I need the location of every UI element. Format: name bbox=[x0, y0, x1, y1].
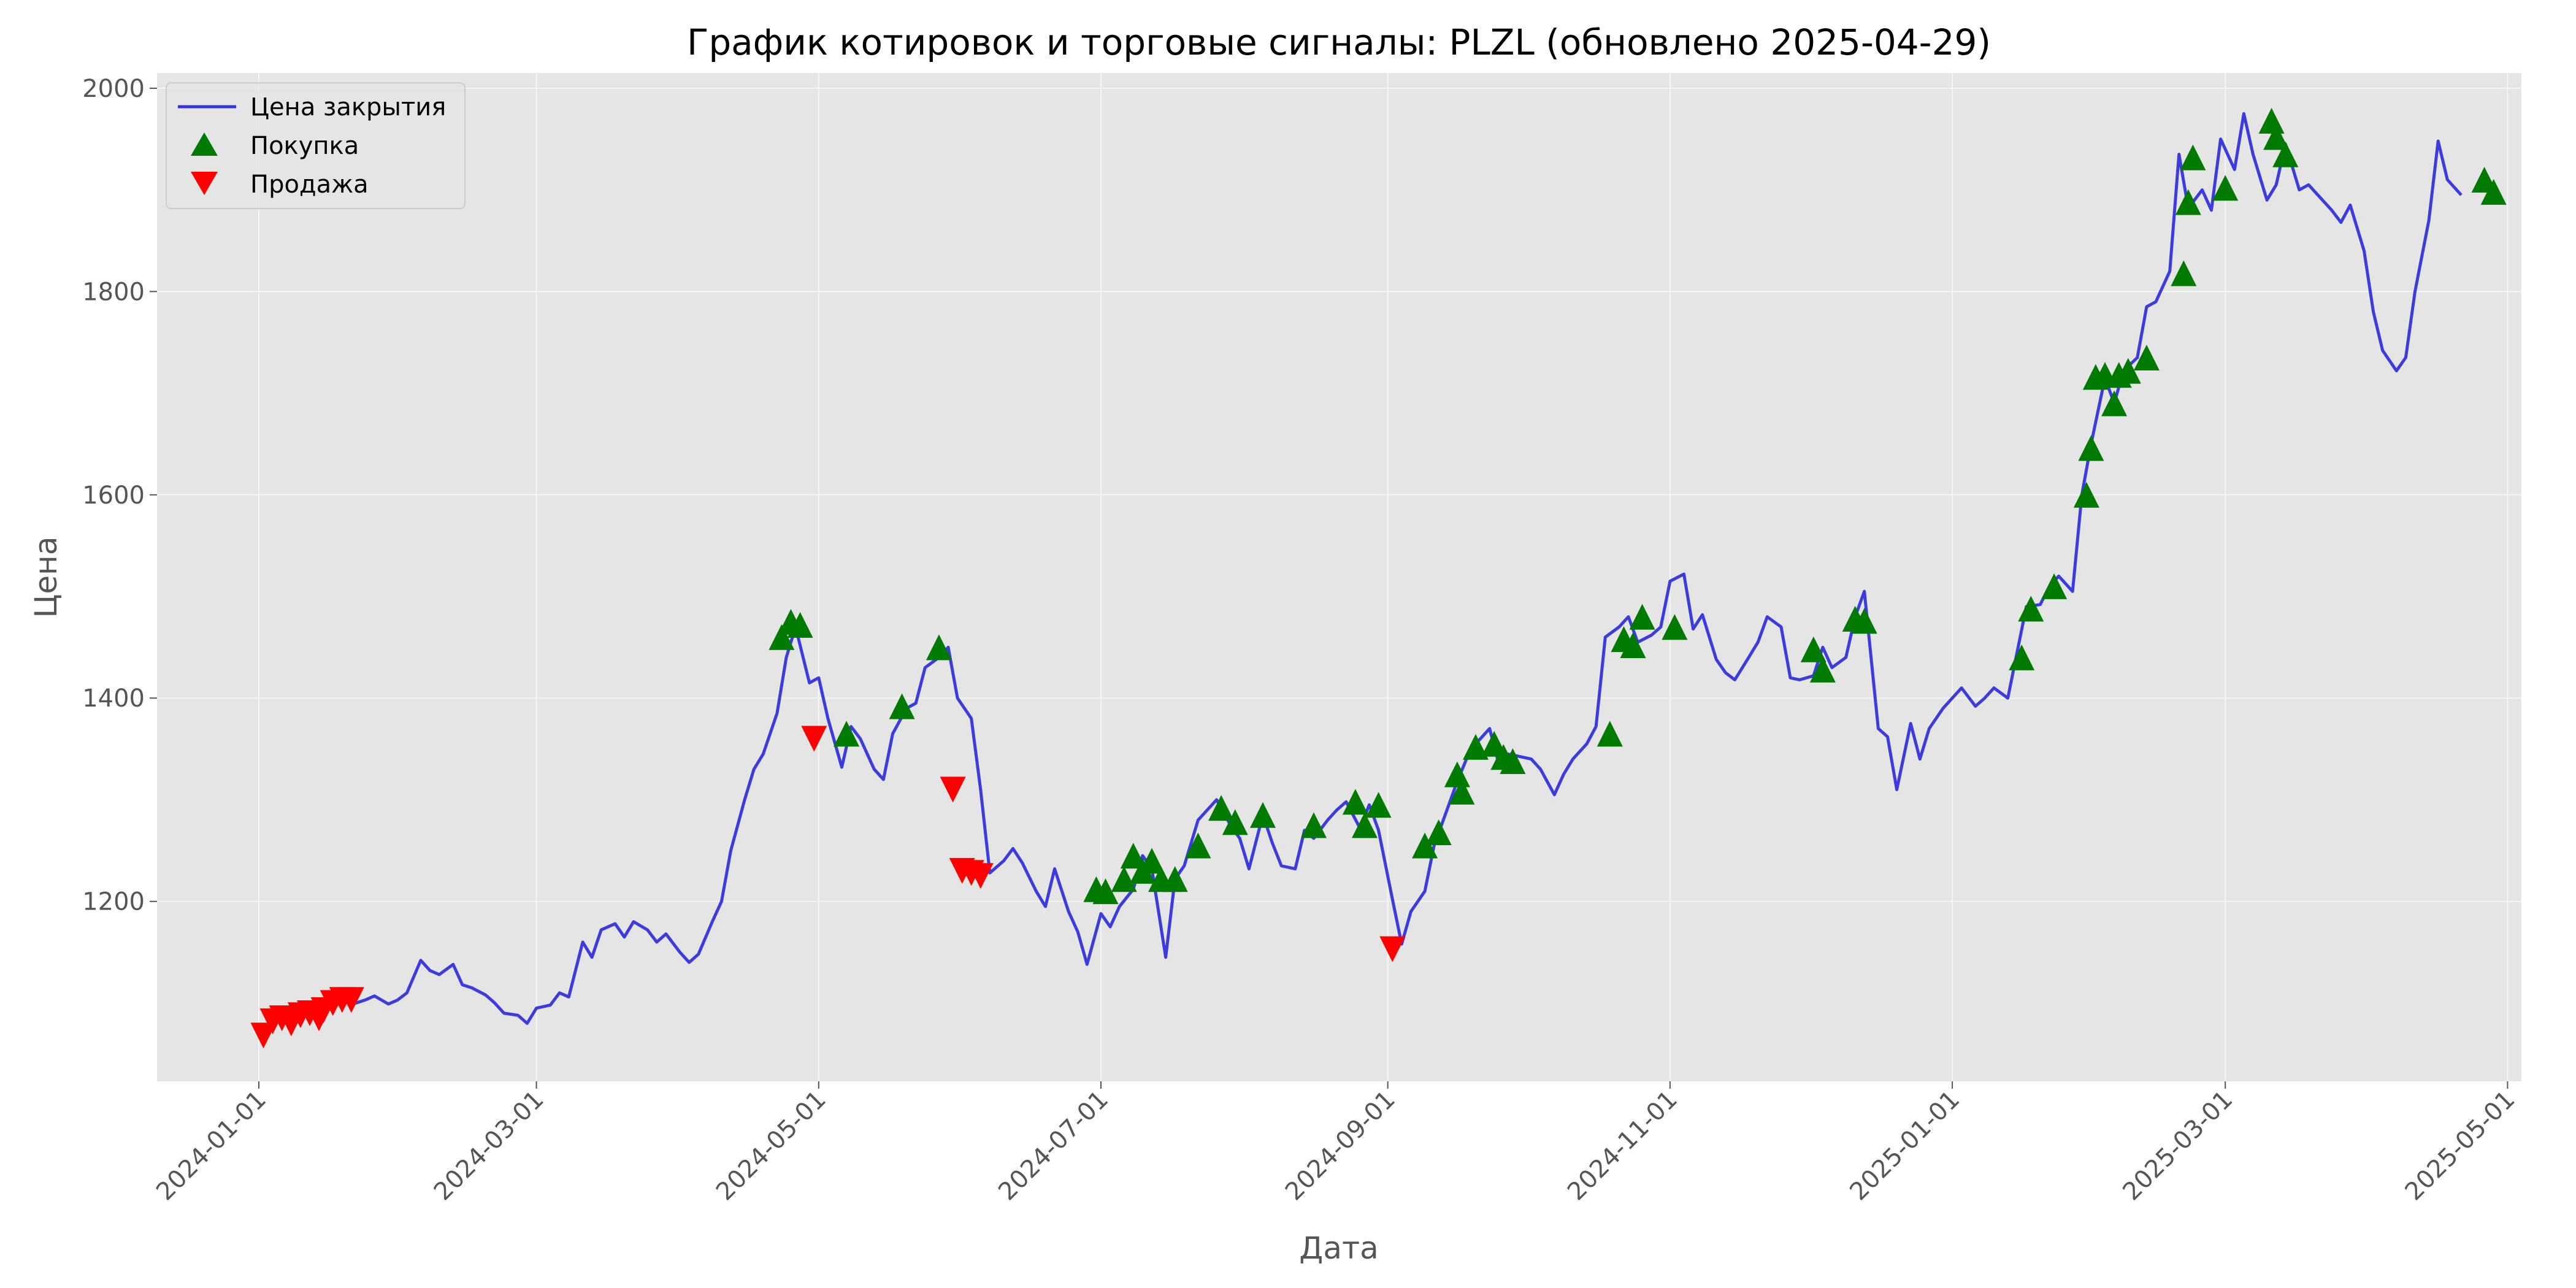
buy-marker bbox=[1139, 848, 1165, 874]
buy-marker bbox=[1620, 632, 1646, 658]
y-tick-label: 1800 bbox=[82, 278, 145, 306]
legend-buy-swatch bbox=[191, 132, 218, 156]
legend-label-sell: Продажа bbox=[250, 171, 369, 199]
buy-marker bbox=[2258, 107, 2285, 134]
buy-marker bbox=[2073, 481, 2099, 508]
sell-marker bbox=[338, 987, 364, 1013]
buy-marker bbox=[2018, 596, 2044, 622]
buy-marker bbox=[2041, 573, 2068, 599]
buy-marker bbox=[2115, 358, 2141, 384]
buy-marker bbox=[1800, 636, 1827, 662]
chart-title: График котировок и торговые сигналы: PLZ… bbox=[687, 21, 1991, 63]
buy-marker bbox=[2171, 260, 2197, 286]
buy-marker bbox=[1342, 789, 1368, 815]
buy-marker bbox=[2078, 435, 2104, 461]
buy-marker bbox=[2212, 175, 2239, 201]
sell-marker bbox=[1379, 936, 1406, 962]
buy-marker bbox=[1365, 792, 1392, 818]
buy-marker bbox=[2480, 178, 2507, 205]
plot-area bbox=[157, 73, 2521, 1081]
buy-marker bbox=[1449, 778, 1475, 805]
buy-marker bbox=[787, 611, 813, 638]
buy-marker bbox=[1662, 614, 1688, 640]
buy-marker bbox=[1222, 809, 1248, 835]
buy-marker bbox=[1597, 721, 1623, 747]
buy-marker bbox=[1120, 843, 1146, 869]
sell-marker bbox=[940, 776, 966, 803]
signal-markers bbox=[250, 107, 2507, 1049]
buy-marker bbox=[1162, 866, 1188, 892]
legend-label-close: Цена закрытия bbox=[250, 93, 446, 121]
buy-marker bbox=[1500, 748, 1526, 774]
buy-marker bbox=[1092, 878, 1119, 905]
buy-marker bbox=[2101, 390, 2128, 416]
buy-marker bbox=[834, 721, 860, 747]
buy-marker bbox=[1444, 761, 1470, 788]
y-tick-label: 1600 bbox=[82, 481, 145, 510]
buy-marker bbox=[2263, 124, 2290, 150]
buy-marker bbox=[2175, 189, 2201, 215]
legend-label-buy: Покупка bbox=[250, 132, 359, 160]
buy-marker bbox=[1352, 812, 1378, 838]
buy-marker bbox=[769, 624, 795, 650]
buy-marker bbox=[2272, 141, 2299, 167]
buy-marker bbox=[2133, 345, 2160, 370]
buy-marker bbox=[889, 693, 915, 719]
legend: Цена закрытия Покупка Продажа bbox=[166, 82, 466, 209]
buy-marker bbox=[1185, 832, 1211, 859]
buy-marker bbox=[1301, 812, 1327, 838]
y-tick-label: 1400 bbox=[82, 684, 145, 713]
buy-marker bbox=[1412, 832, 1438, 859]
y-tick-label: 1200 bbox=[82, 888, 145, 916]
grid bbox=[157, 73, 2521, 1081]
sell-marker bbox=[967, 863, 994, 889]
legend-box bbox=[166, 82, 466, 209]
legend-sell-swatch bbox=[191, 172, 218, 195]
buy-marker bbox=[1111, 866, 1137, 892]
buy-marker bbox=[1208, 795, 1235, 821]
buy-marker bbox=[1851, 608, 1877, 634]
buy-marker bbox=[1425, 819, 1452, 845]
y-axis-title: Цена bbox=[28, 537, 64, 618]
y-tick-label: 2000 bbox=[82, 75, 145, 103]
buy-marker bbox=[1463, 734, 1489, 760]
buy-marker bbox=[2009, 644, 2035, 670]
x-axis-title: Дата bbox=[1299, 1230, 1378, 1266]
buy-marker bbox=[1629, 604, 1655, 630]
sell-marker bbox=[250, 1022, 277, 1049]
buy-marker bbox=[1809, 656, 1836, 683]
buy-marker bbox=[2180, 144, 2206, 171]
buy-marker bbox=[1250, 802, 1276, 828]
sell-marker bbox=[801, 726, 827, 752]
buy-marker bbox=[926, 634, 952, 661]
